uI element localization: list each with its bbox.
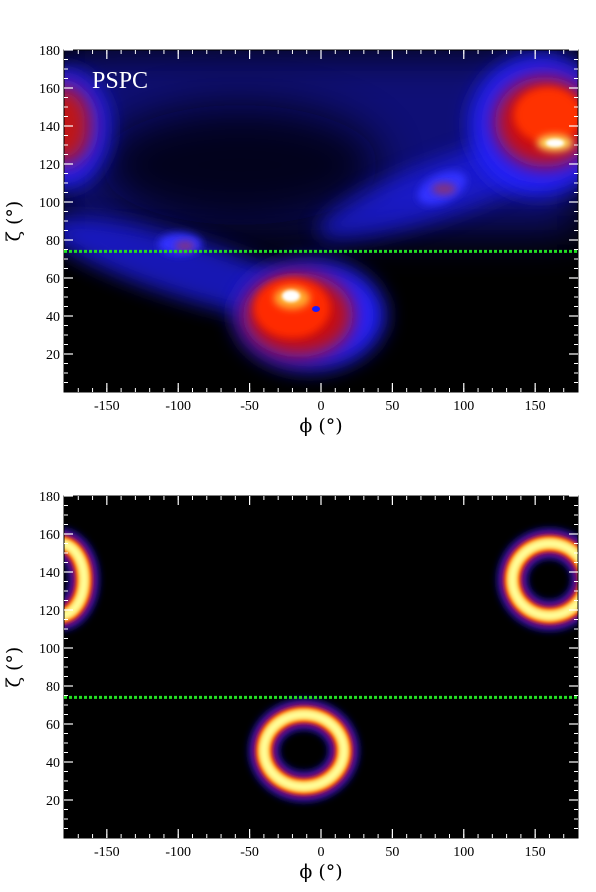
x-tick-label: -100 [165, 845, 191, 860]
y-tick-label: 160 [39, 82, 60, 97]
x-axis-label-bottom: ϕ (°) [299, 861, 342, 883]
y-tick-label: 140 [39, 566, 60, 581]
x-tick-label: 50 [385, 845, 399, 860]
y-tick-label: 20 [46, 794, 60, 809]
y-axis-label-top: ζ (°) [3, 201, 25, 242]
y-tick-label: 100 [39, 642, 60, 657]
y-tick-label: 180 [39, 44, 60, 59]
heatmap-panel-top: -150 -100 -50 0 50 100 150 20 40 60 80 100 120 140 160… [3, 44, 579, 437]
ring-2 [64, 541, 87, 618]
y-tick-label: 60 [46, 718, 60, 733]
x-tick-label: 150 [525, 845, 546, 860]
y-tick-label: 140 [39, 120, 60, 135]
y-tick-label: 100 [39, 196, 60, 211]
x-tick-label: -50 [240, 845, 259, 860]
y-tick-label: 180 [39, 490, 60, 505]
x-axis-label-top: ϕ (°) [299, 415, 342, 437]
ring-0 [261, 712, 347, 790]
x-tick-label: -150 [94, 845, 120, 860]
x-tick-label: -150 [94, 399, 120, 414]
panel-label-top: PSPC [92, 68, 148, 94]
y-tick-label: 80 [46, 680, 60, 695]
x-tick-label: 0 [318, 845, 325, 860]
x-tick-label: 150 [525, 399, 546, 414]
y-tick-label: 80 [46, 234, 60, 249]
y-tick-label: 40 [46, 310, 60, 325]
x-tick-label: -50 [240, 399, 259, 414]
y-tick-label: 120 [39, 604, 60, 619]
y-tick-label: 120 [39, 158, 60, 173]
x-tick-label: -100 [165, 399, 191, 414]
y-tick-label: 160 [39, 528, 60, 543]
heatmap-panel-bottom: -150 -100 -50 0 50 100 150 20 40 60 80 100 120 140 160… [3, 490, 579, 883]
y-tick-label: 40 [46, 756, 60, 771]
y-tick-label: 20 [46, 348, 60, 363]
x-tick-label: 0 [318, 399, 325, 414]
y-tick-label: 60 [46, 272, 60, 287]
x-tick-label: 100 [453, 399, 474, 414]
x-tick-label: 50 [385, 399, 399, 414]
heatmap-intensity-bottom [64, 529, 578, 801]
y-axis-label-bottom: ζ (°) [3, 647, 25, 688]
heatmap-intensity-top [64, 50, 578, 370]
ring-1 [509, 541, 578, 619]
x-tick-label: 100 [453, 845, 474, 860]
